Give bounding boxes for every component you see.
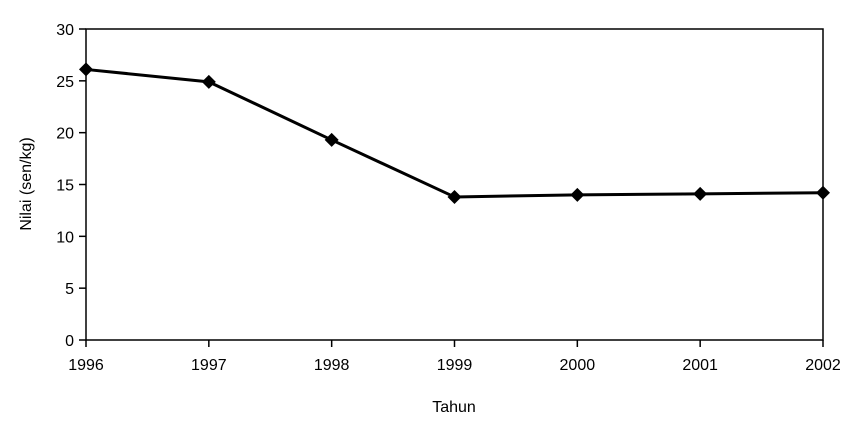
series-layer [79, 62, 830, 204]
data-point-marker [447, 189, 462, 204]
y-tick-label: 25 [56, 74, 74, 91]
y-tick-label: 5 [65, 281, 74, 298]
x-tick-label: 1999 [437, 357, 473, 374]
data-point-marker [201, 74, 216, 89]
y-axis: 0 5 10 15 20 25 30 [56, 22, 86, 350]
x-tick-label: 1996 [68, 357, 104, 374]
y-tick-label: 15 [56, 178, 74, 195]
x-tick-label: 2002 [805, 357, 841, 374]
x-tick-label: 2001 [682, 357, 718, 374]
y-tick-label: 30 [56, 22, 74, 39]
data-point-marker [79, 62, 93, 77]
y-axis-title: Nilai (sen/kg) [18, 137, 35, 230]
y-tick-label: 20 [56, 126, 74, 143]
x-axis-title: Tahun [432, 399, 476, 416]
data-point-marker [693, 186, 708, 201]
x-tick-label: 2000 [560, 357, 596, 374]
y-tick-label: 0 [65, 333, 74, 350]
y-tick-label: 10 [56, 229, 74, 246]
x-axis: 1996 1997 1998 1999 2000 2001 2002 [68, 340, 841, 374]
data-point-marker [816, 185, 830, 200]
data-point-marker [570, 187, 585, 202]
x-tick-label: 1998 [314, 357, 350, 374]
data-point-marker [324, 132, 339, 147]
x-tick-label: 1997 [191, 357, 227, 374]
plot-area [85, 28, 824, 341]
